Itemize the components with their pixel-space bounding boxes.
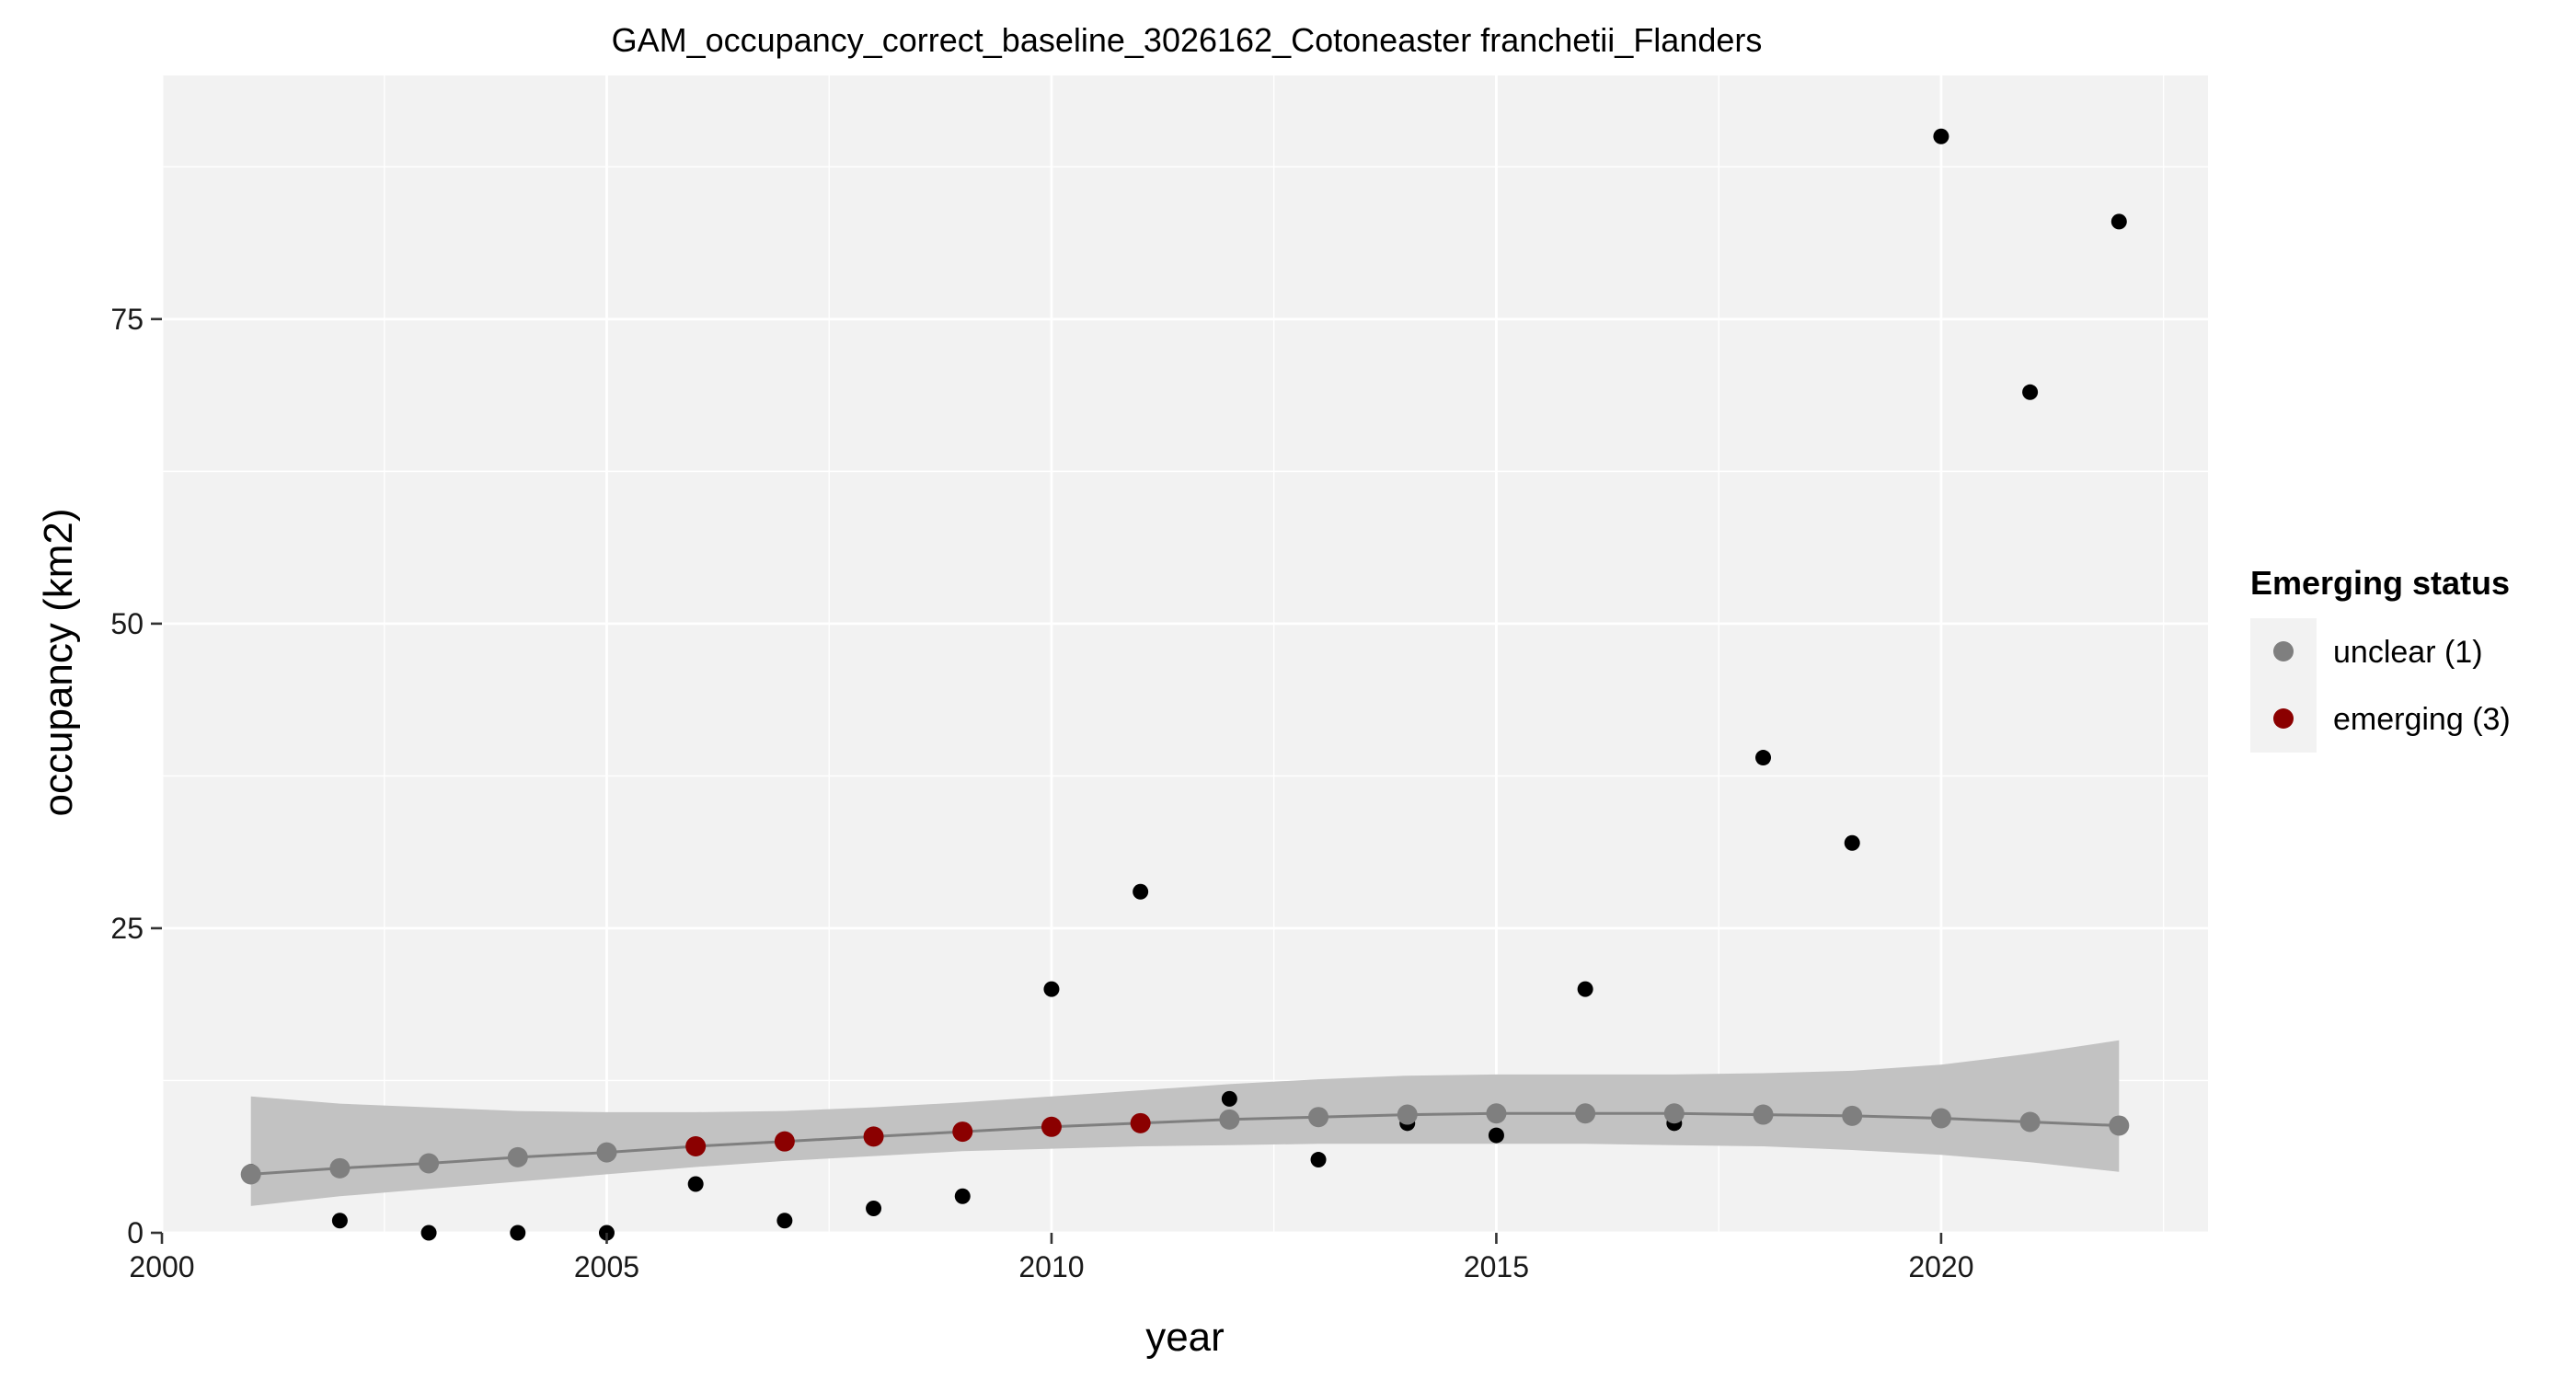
- x-axis: 2000 2005 2010 2015 2020: [129, 1233, 1974, 1283]
- unclear-fit-point: [329, 1157, 351, 1179]
- emerging-fit-point: [774, 1131, 795, 1152]
- unclear-fit-point: [1753, 1104, 1774, 1125]
- minor-gridlines: [162, 75, 2208, 1233]
- observed-point: [954, 1188, 971, 1204]
- observed-point: [687, 1176, 704, 1192]
- observed-point: [510, 1225, 526, 1241]
- emerging-fit-point: [685, 1135, 707, 1156]
- y-tick-label: 0: [127, 1216, 144, 1249]
- observed-point: [1755, 750, 1772, 766]
- unclear-fit-point: [596, 1142, 617, 1163]
- emerging-fit-point: [1130, 1112, 1151, 1133]
- emerging-fit-point: [863, 1126, 884, 1147]
- unclear-fit-point: [419, 1153, 440, 1174]
- major-gridlines: [160, 75, 2208, 1235]
- emerging-fit-point: [952, 1121, 973, 1143]
- legend-label: emerging (3): [2333, 702, 2511, 737]
- emerging-fit-point: [1041, 1116, 1062, 1137]
- x-tick-label: 2010: [1018, 1250, 1084, 1283]
- observed-point: [1577, 981, 1593, 997]
- observed-point: [331, 1213, 348, 1229]
- x-axis-title: year: [1145, 1315, 1225, 1360]
- unclear-fit-point: [1397, 1104, 1418, 1125]
- observed-point: [420, 1225, 437, 1241]
- y-tick-label: 75: [110, 303, 144, 336]
- legend-key-background: [2250, 618, 2317, 753]
- y-axis-title: occupancy (km2): [36, 508, 81, 816]
- observed-point: [776, 1213, 793, 1229]
- x-tick-label: 2000: [129, 1250, 194, 1283]
- legend-title: Emerging status: [2250, 564, 2510, 602]
- unclear-fit-point: [1663, 1103, 1685, 1124]
- y-tick-label: 25: [110, 912, 144, 945]
- unclear-fit-point: [1486, 1103, 1507, 1124]
- gam-fit-line: [250, 1111, 2120, 1176]
- unclear-fit-point: [1842, 1105, 1863, 1126]
- observed-point: [2022, 384, 2039, 400]
- x-tick-label: 2020: [1908, 1250, 1973, 1283]
- chart-title: GAM_occupancy_correct_baseline_3026162_C…: [612, 21, 1763, 59]
- unclear-fit-point: [2019, 1111, 2041, 1133]
- unclear-fit-point: [1219, 1109, 1240, 1130]
- legend: Emerging status unclear (1) emerging (3): [2250, 564, 2511, 753]
- x-tick-label: 2015: [1464, 1250, 1529, 1283]
- unclear-fit-point: [2109, 1115, 2130, 1136]
- confidence-band: [250, 1040, 2120, 1206]
- y-axis: 0 25 50 75: [110, 303, 162, 1249]
- observed-point: [1933, 128, 1949, 144]
- legend-items: unclear (1) emerging (3): [2273, 635, 2511, 737]
- observed-point: [1043, 981, 1060, 997]
- unclear-fit-point: [1575, 1103, 1596, 1124]
- observed-point: [1221, 1090, 1237, 1107]
- observed-point: [1488, 1127, 1504, 1144]
- legend-key-emerging: [2273, 708, 2294, 729]
- y-tick-label: 50: [110, 607, 144, 640]
- observed-point: [1844, 834, 1860, 851]
- x-tick-label: 2005: [574, 1250, 639, 1283]
- unclear-fit-point: [1930, 1108, 1951, 1129]
- legend-key-unclear: [2273, 641, 2294, 661]
- unclear-fit-point: [507, 1146, 528, 1167]
- observed-point: [2110, 213, 2127, 230]
- unclear-fit-point: [240, 1164, 261, 1185]
- plot-panel: [162, 75, 2208, 1233]
- observed-point: [1310, 1152, 1327, 1168]
- observed-point: [866, 1201, 882, 1217]
- fit-points: [240, 1103, 2130, 1185]
- legend-label: unclear (1): [2333, 635, 2483, 670]
- observed-point: [1133, 883, 1149, 900]
- unclear-fit-point: [1308, 1107, 1329, 1128]
